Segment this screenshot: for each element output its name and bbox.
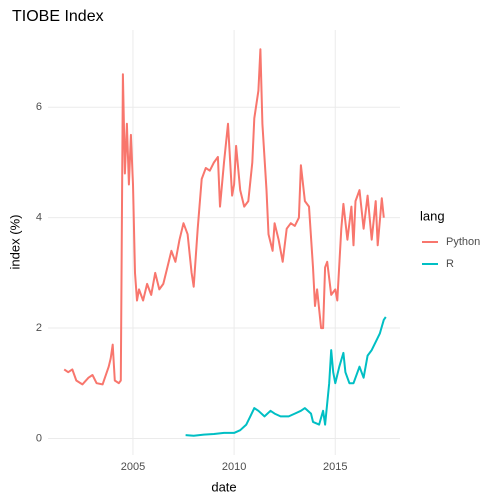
- line-series: [63, 48, 385, 386]
- y-axis-label: index (%): [7, 215, 22, 270]
- legend-label: R: [446, 258, 454, 270]
- x-tick-label: 2015: [323, 461, 347, 473]
- x-tick-label: 2010: [222, 461, 246, 473]
- legend-title: lang: [420, 208, 445, 223]
- x-tick-label: 2005: [121, 461, 145, 473]
- legend-label: Python: [446, 236, 480, 248]
- y-tick-label: 4: [36, 212, 42, 224]
- line-series: [185, 316, 387, 437]
- x-axis-label: date: [211, 479, 236, 494]
- y-tick-label: 6: [36, 101, 42, 113]
- chart-title: TIOBE Index: [12, 8, 104, 25]
- y-tick-label: 0: [36, 432, 42, 444]
- y-tick-label: 2: [36, 322, 42, 334]
